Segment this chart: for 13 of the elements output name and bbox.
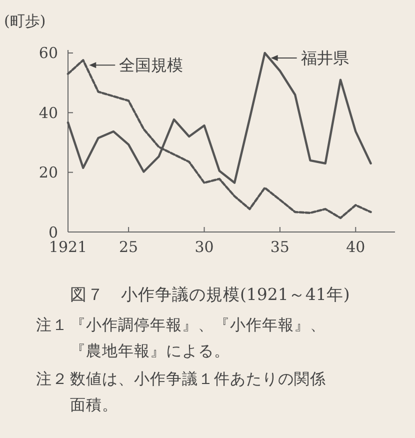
text: 注１『小作調停年報』、『小作年報』、『農地年報』による。 [36, 316, 326, 360]
y-tick-label: 20 [38, 164, 58, 182]
x-tick-label: 25 [119, 238, 138, 256]
series-label: 福井県 [300, 48, 349, 68]
x-tick-label: 30 [194, 238, 214, 256]
x-tick-label: 35 [270, 238, 290, 256]
y-axis-title: (町歩) [4, 12, 46, 30]
text: 注２数値は、小作争議１件あたりの関係面積。 [36, 370, 326, 414]
text: 図７ 小作争議の規模(1921～41年) [70, 285, 350, 304]
x-tick-label: 40 [346, 238, 366, 256]
series-label: 全国規模 [119, 56, 184, 75]
y-tick-label: 60 [38, 44, 58, 62]
y-tick-label: 40 [38, 104, 58, 122]
